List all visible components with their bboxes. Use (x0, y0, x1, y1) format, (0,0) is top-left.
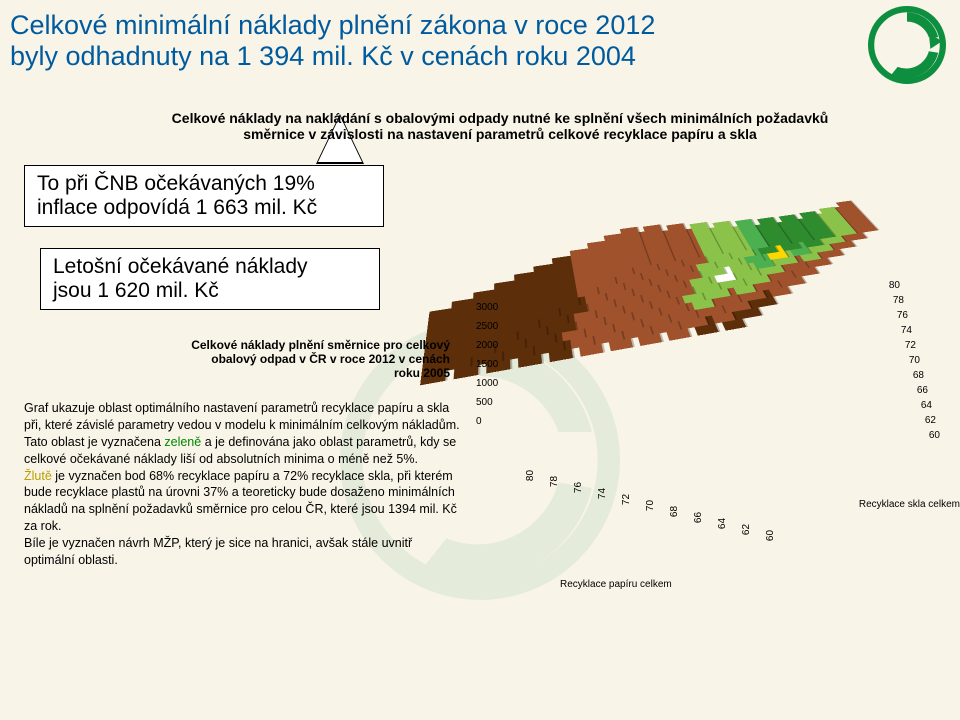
y-tick: 68 (913, 370, 924, 381)
x-tick: 70 (645, 500, 656, 511)
y-tick: 72 (905, 340, 916, 351)
desc-p3: je vyznačen bod 68% recyklace papíru a 7… (24, 469, 457, 534)
y-tick: 76 (897, 310, 908, 321)
desc-p4: Bíle je vyznačen návrh MŽP, který je sic… (24, 536, 412, 567)
x-axis-label: Recyklace papíru celkem (560, 579, 672, 590)
desc-yellow-word: Žlutě (24, 469, 52, 483)
x-tick: 64 (717, 518, 728, 529)
y-tick: 74 (901, 325, 912, 336)
z-tick: 500 (476, 397, 493, 408)
callout2-line1: Letošní očekávané náklady (53, 255, 367, 279)
recycle-logo (868, 6, 946, 84)
z-tick: 2000 (476, 340, 498, 351)
y-tick: 78 (893, 295, 904, 306)
z-tick: 0 (476, 416, 482, 427)
x-tick: 72 (621, 494, 632, 505)
callout1-line2: inflace odpovídá 1 663 mil. Kč (37, 196, 371, 220)
z-tick: 1000 (476, 378, 498, 389)
title-line-1: Celkové minimální náklady plnění zákona … (10, 10, 820, 41)
callout1-line1: To při ČNB očekávaných 19% (37, 172, 371, 196)
page-title: Celkové minimální náklady plnění zákona … (10, 10, 820, 72)
z-tick: 3000 (476, 302, 498, 313)
x-tick: 76 (573, 482, 584, 493)
z-tick: 1500 (476, 359, 498, 370)
title-line-2: byly odhadnuty na 1 394 mil. Kč v cenách… (10, 41, 820, 72)
x-tick: 80 (525, 470, 536, 481)
y-tick: 62 (925, 415, 936, 426)
desc-green-word: zeleně (164, 435, 201, 449)
chart-side-label: Celkové náklady plnění směrnice pro celk… (190, 338, 450, 380)
x-tick: 78 (549, 476, 560, 487)
y-axis-label: Recyklace skla celkem (859, 499, 960, 510)
y-tick: 60 (929, 430, 940, 441)
description-text: Graf ukazuje oblast optimálního nastaven… (24, 400, 464, 569)
y-tick: 80 (889, 280, 900, 291)
x-tick: 62 (741, 524, 752, 535)
y-tick: 66 (917, 385, 928, 396)
y-tick: 64 (921, 400, 932, 411)
x-tick: 60 (765, 530, 776, 541)
callout2-line2: jsou 1 620 mil. Kč (53, 279, 367, 303)
chart-heading: Celkové náklady na nakládání s obalovými… (140, 110, 860, 142)
x-tick: 74 (597, 488, 608, 499)
x-tick: 66 (693, 512, 704, 523)
z-tick: 2500 (476, 321, 498, 332)
y-tick: 70 (909, 355, 920, 366)
3d-bar-chart: 0 500 1000 1500 2000 2500 3000 80 78 76 74 72 70 68 6… (410, 160, 950, 600)
callout-current-year: Letošní očekávané náklady jsou 1 620 mil… (40, 248, 380, 310)
callout-inflation: To při ČNB očekávaných 19% inflace odpov… (24, 165, 384, 227)
chart-bars-grid (420, 201, 960, 385)
x-tick: 68 (669, 506, 680, 517)
